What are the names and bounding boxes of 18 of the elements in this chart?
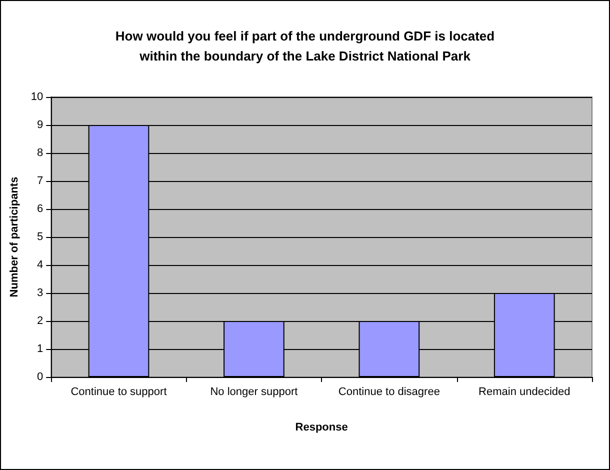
y-tick-label: 3 <box>37 287 44 299</box>
y-axis-title: Number of participants <box>8 176 20 298</box>
y-tick-label: 7 <box>37 175 44 187</box>
y-tick-label: 4 <box>37 259 44 271</box>
y-tick-label: 8 <box>37 147 44 159</box>
x-tick-label: Continue to disagree <box>338 386 440 398</box>
y-tick-label: 5 <box>37 231 44 243</box>
y-tick-label: 6 <box>37 203 44 215</box>
y-tick-label: 2 <box>37 315 44 327</box>
y-tick-label: 0 <box>37 371 44 383</box>
chart-title: How would you feel if part of the underground GDF is located within the boundary of the Lake District National Park <box>115 28 495 64</box>
y-tick-label: 1 <box>37 343 44 355</box>
x-axis-title: Response <box>295 422 348 434</box>
y-tick-label: 10 <box>30 91 44 103</box>
x-tick-label: Remain undecided <box>478 386 570 398</box>
x-tick-label: Continue to support <box>70 386 167 398</box>
x-tick-label: No longer support <box>210 386 298 398</box>
y-tick-label: 9 <box>37 119 44 131</box>
